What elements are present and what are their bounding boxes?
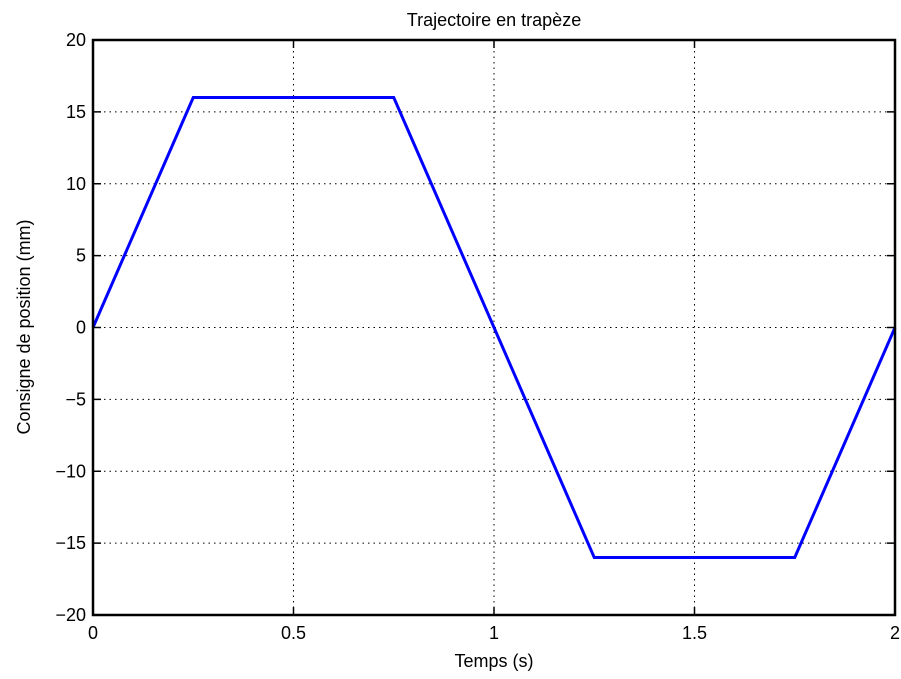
y-tick-label: −20 [55,605,86,625]
y-tick-label: −5 [65,389,86,409]
x-tick-label: 1.5 [682,623,707,643]
y-tick-label: 20 [66,30,86,50]
plot-frame [91,38,897,617]
chart-title: Trajectoire en trapèze [407,10,581,30]
x-tick-label: 2 [890,623,900,643]
x-tick-label: 0 [88,623,98,643]
y-tick-label: 5 [76,246,86,266]
ticks: 0 0.5 1 1.5 2 −20 −15 −10 −5 0 5 10 15 20 [55,30,900,643]
series-line [91,96,897,559]
y-tick-label: −10 [55,461,86,481]
series-layer [91,96,897,559]
y-axis-label: Consigne de position (mm) [14,219,34,434]
y-tick-label: −15 [55,533,86,553]
y-tick-label: 15 [66,102,86,122]
x-tick-label: 0.5 [281,623,306,643]
x-tick-label: 1 [489,623,499,643]
x-axis-label: Temps (s) [454,651,533,671]
y-tick-label: 10 [66,174,86,194]
y-tick-label: 0 [76,318,86,338]
